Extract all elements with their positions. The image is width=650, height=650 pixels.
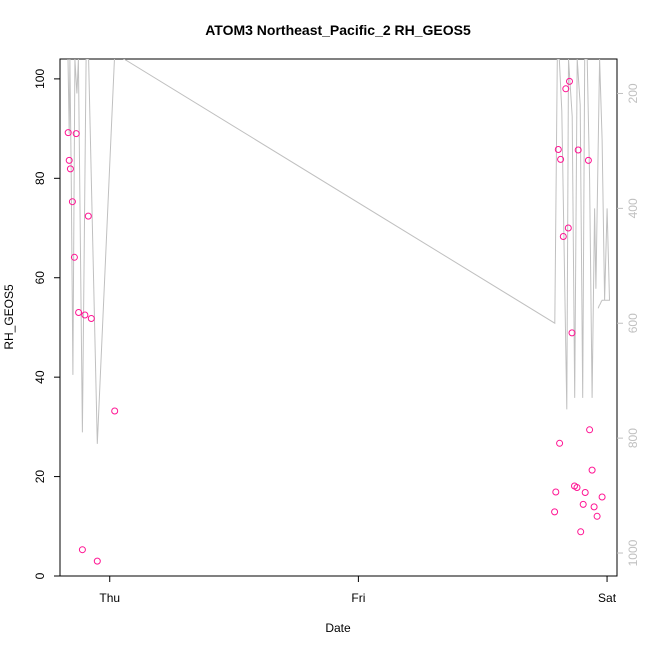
x-tick-label: Fri	[351, 591, 365, 605]
x-axis-label: Date	[325, 621, 351, 635]
y-tick-label: 60	[33, 271, 47, 285]
data-point	[72, 130, 80, 138]
data-point	[581, 489, 589, 496]
chart-title: ATOM3 Northeast_Pacific_2 RH_GEOS5	[205, 22, 471, 38]
y-tick-label: 20	[33, 470, 47, 484]
y2-tick-label: 800	[626, 428, 640, 448]
data-point	[111, 407, 119, 415]
data-point	[586, 426, 594, 434]
y2-tick-label: 200	[626, 83, 640, 103]
data-point	[559, 233, 567, 240]
y-axis-left: 0 20 40 60 80 100	[33, 69, 60, 579]
x-axis: Thu Fri Sat	[99, 576, 617, 605]
data-point	[78, 546, 86, 554]
data-point	[573, 484, 581, 491]
y-axis-label: RH_GEOS5	[2, 284, 16, 350]
data-point	[93, 557, 101, 565]
altitude-lines	[67, 59, 611, 444]
data-point	[598, 493, 606, 501]
x-tick-label: Thu	[99, 591, 120, 605]
data-point	[84, 212, 92, 220]
data-point	[568, 329, 576, 337]
data-point	[579, 500, 587, 508]
data-point	[81, 311, 89, 319]
data-point	[552, 488, 560, 496]
data-point	[566, 77, 573, 85]
data-point	[564, 224, 572, 232]
plot-frame	[59, 58, 618, 577]
y2-tick-label: 1000	[626, 539, 640, 566]
y-axis-right: 200 400 600 800 1000	[617, 83, 640, 566]
data-point	[588, 466, 596, 474]
data-point	[584, 156, 592, 164]
y2-tick-label: 400	[626, 198, 640, 218]
data-point	[556, 439, 564, 447]
data-point	[590, 503, 598, 511]
data-point	[64, 129, 72, 137]
data-point	[87, 315, 95, 322]
data-point	[66, 165, 74, 173]
data-point	[75, 309, 83, 316]
data-point	[557, 155, 565, 163]
y-tick-label: 40	[33, 370, 47, 384]
data-point	[574, 146, 582, 154]
data-point	[562, 85, 570, 93]
y2-tick-label: 600	[626, 313, 640, 333]
data-point	[554, 146, 562, 153]
altitude-line	[67, 59, 611, 444]
data-point	[577, 528, 585, 536]
data-point	[65, 156, 73, 164]
x-tick-label: Sat	[598, 591, 617, 605]
y-tick-label: 0	[33, 572, 47, 579]
y-tick-label: 100	[33, 69, 47, 89]
data-point	[593, 512, 601, 520]
data-point	[68, 198, 76, 206]
y-tick-label: 80	[33, 171, 47, 185]
data-point	[551, 508, 559, 516]
data-points	[64, 77, 606, 565]
data-point	[70, 253, 78, 261]
